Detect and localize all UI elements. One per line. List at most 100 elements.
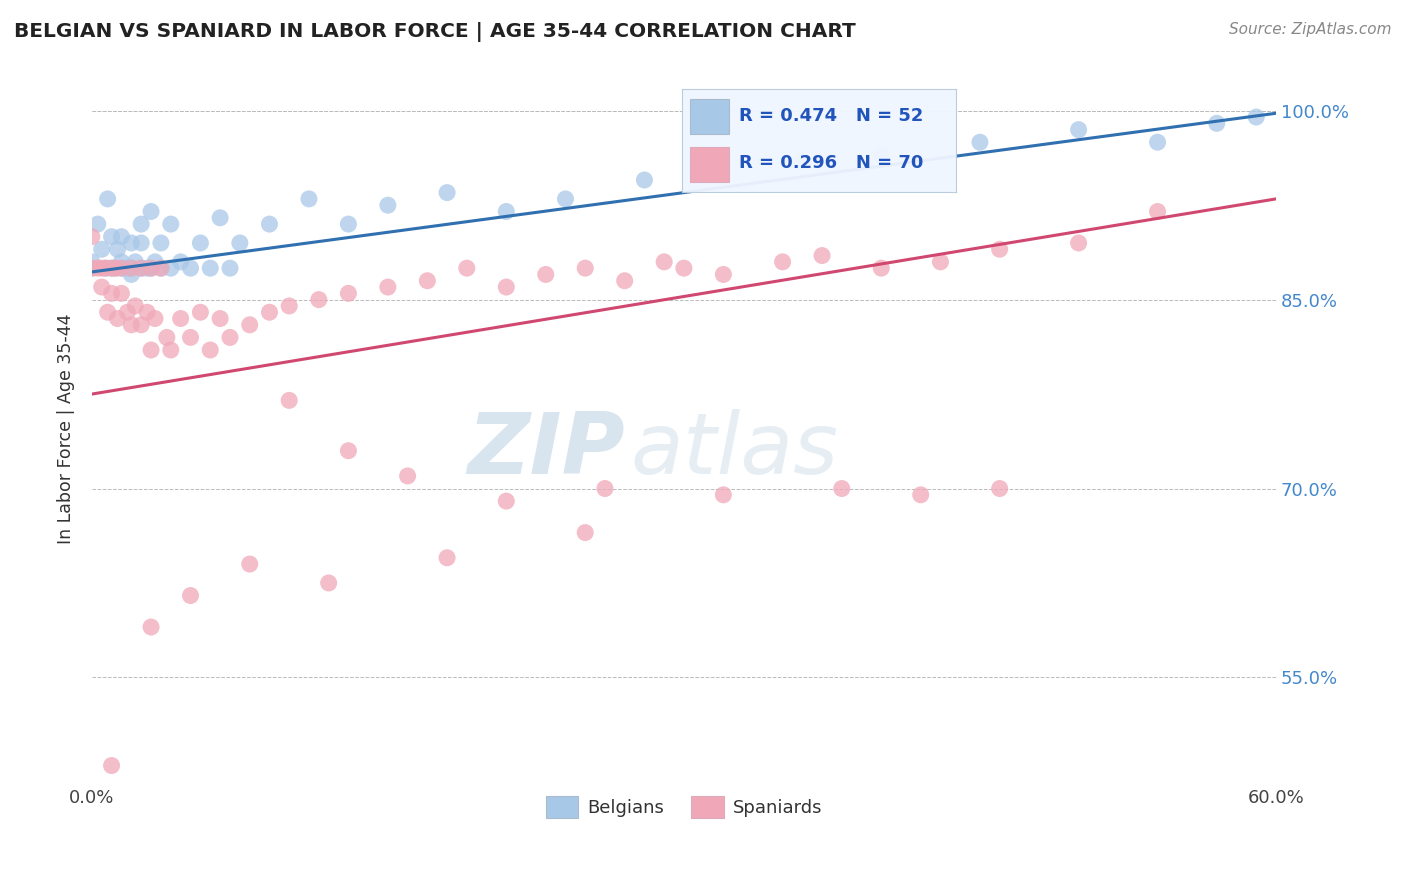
Point: [180, 589, 202, 603]
Point: [910, 488, 932, 502]
Point: [110, 229, 132, 244]
Point: [633, 173, 655, 187]
Point: [90, 242, 112, 256]
Point: [180, 261, 202, 276]
Point: [219, 261, 242, 276]
Point: [337, 217, 360, 231]
Point: [169, 255, 191, 269]
Point: [811, 249, 834, 263]
Point: [124, 255, 146, 269]
Text: R = 0.474   N = 52: R = 0.474 N = 52: [740, 107, 924, 126]
Point: [156, 330, 179, 344]
Point: [988, 482, 1011, 496]
Point: [239, 318, 262, 332]
Point: [831, 482, 853, 496]
Point: [672, 261, 695, 276]
Point: [377, 198, 399, 212]
Point: [159, 217, 181, 231]
Point: [298, 192, 321, 206]
Point: [239, 557, 262, 571]
Point: [574, 261, 596, 276]
Point: [169, 311, 191, 326]
Point: [129, 318, 152, 332]
Point: [318, 576, 340, 591]
Point: [396, 469, 419, 483]
Point: [94, 261, 117, 276]
Point: [94, 261, 117, 276]
Point: [200, 261, 222, 276]
Point: [209, 211, 232, 225]
Point: [87, 217, 110, 231]
Point: [377, 280, 399, 294]
Text: atlas: atlas: [631, 409, 838, 491]
Point: [129, 217, 152, 231]
Point: [278, 299, 301, 313]
Legend: Belgians, Spaniards: Belgians, Spaniards: [538, 789, 830, 825]
Point: [792, 154, 814, 169]
Point: [988, 242, 1011, 256]
Point: [190, 305, 212, 319]
Point: [129, 261, 152, 276]
Text: BELGIAN VS SPANIARD IN LABOR FORCE | AGE 35-44 CORRELATION CHART: BELGIAN VS SPANIARD IN LABOR FORCE | AGE…: [14, 22, 856, 42]
Text: Source: ZipAtlas.com: Source: ZipAtlas.com: [1229, 22, 1392, 37]
Point: [159, 261, 181, 276]
Point: [1067, 235, 1090, 250]
Point: [100, 261, 122, 276]
Point: [100, 758, 122, 772]
Point: [120, 318, 142, 332]
Point: [259, 305, 281, 319]
Point: [1067, 122, 1090, 136]
Point: [136, 261, 159, 276]
Point: [772, 255, 794, 269]
Point: [711, 488, 734, 502]
Point: [613, 274, 636, 288]
Point: [149, 261, 172, 276]
Point: [139, 204, 162, 219]
Point: [143, 255, 166, 269]
Point: [129, 235, 152, 250]
Point: [337, 286, 360, 301]
Point: [200, 343, 222, 357]
Point: [80, 255, 103, 269]
Point: [90, 280, 112, 294]
Point: [495, 494, 517, 508]
Point: [110, 261, 132, 276]
Point: [120, 261, 142, 276]
Point: [1146, 204, 1168, 219]
Point: [1205, 116, 1227, 130]
Point: [100, 229, 122, 244]
Point: [110, 255, 132, 269]
Point: [436, 186, 458, 200]
Point: [136, 305, 159, 319]
Point: [120, 261, 142, 276]
Point: [711, 268, 734, 282]
Y-axis label: In Labor Force | Age 35-44: In Labor Force | Age 35-44: [58, 313, 75, 544]
Point: [149, 261, 172, 276]
Point: [229, 235, 252, 250]
Point: [416, 274, 439, 288]
Point: [929, 255, 952, 269]
Text: R = 0.296   N = 70: R = 0.296 N = 70: [740, 153, 924, 171]
Point: [219, 330, 242, 344]
Point: [90, 261, 112, 276]
Point: [139, 261, 162, 276]
Point: [120, 268, 142, 282]
Point: [190, 235, 212, 250]
Point: [80, 229, 103, 244]
Point: [456, 261, 478, 276]
Point: [495, 204, 517, 219]
Point: [308, 293, 330, 307]
Point: [337, 443, 360, 458]
Point: [107, 242, 129, 256]
Point: [574, 525, 596, 540]
Point: [593, 482, 616, 496]
Point: [711, 161, 734, 175]
Point: [870, 261, 893, 276]
Point: [139, 343, 162, 357]
Bar: [690, 146, 728, 181]
Point: [554, 192, 576, 206]
Point: [495, 280, 517, 294]
Point: [97, 192, 120, 206]
Point: [97, 305, 120, 319]
Point: [120, 235, 142, 250]
